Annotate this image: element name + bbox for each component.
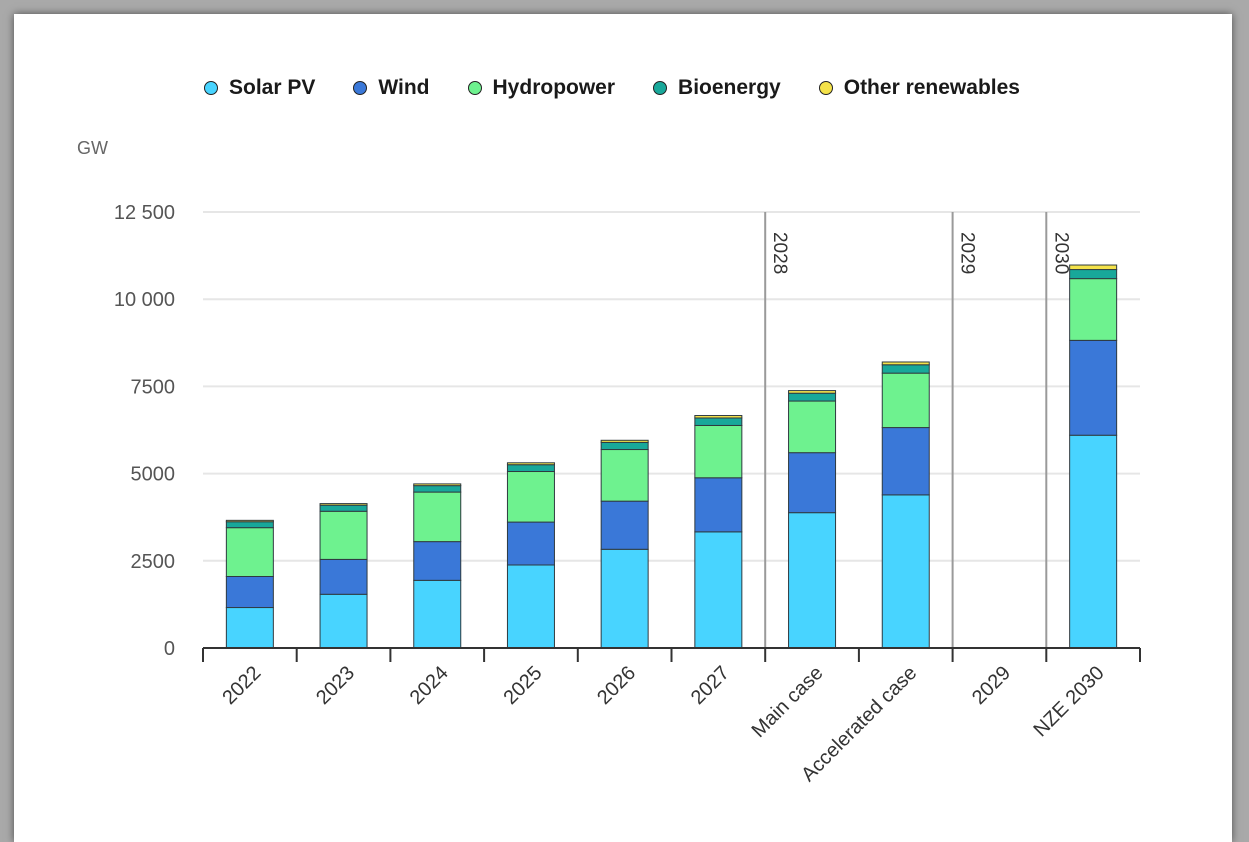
bar-main-case-wind bbox=[788, 452, 837, 514]
bar-2024-other-renewables bbox=[413, 483, 462, 487]
bar-2025-solar-pv bbox=[506, 564, 555, 649]
bar-2026-wind bbox=[600, 500, 649, 550]
bar-nze-2030-other-renewables bbox=[1069, 264, 1118, 271]
x-tick-label-2029: 2029 bbox=[968, 662, 1015, 709]
x-tick-label-nze-2030: NZE 2030 bbox=[1029, 662, 1108, 741]
bar-2025-hydropower bbox=[506, 471, 555, 523]
bar-nze-2030-hydropower bbox=[1069, 278, 1118, 341]
bar-accelerated-case-solar-pv bbox=[881, 494, 930, 649]
y-tick-label-5: 12 500 bbox=[114, 202, 175, 224]
y-tick-label-1: 2500 bbox=[131, 551, 176, 573]
bar-2024-wind bbox=[413, 541, 462, 581]
bar-2024-solar-pv bbox=[413, 579, 462, 649]
bar-2026-bioenergy bbox=[600, 441, 649, 451]
legend-marker-hydropower bbox=[467, 81, 482, 95]
bar-nze-2030-solar-pv bbox=[1069, 434, 1118, 649]
bar-2022-bioenergy bbox=[225, 521, 274, 529]
legend-item-hydropower: Hydropower bbox=[467, 76, 616, 100]
bar-2022-hydropower bbox=[225, 527, 274, 577]
legend: Solar PV Wind Hydropower Bioenergy Other… bbox=[204, 74, 1058, 102]
y-tick-label-2: 5000 bbox=[131, 464, 176, 486]
bar-2026-other-renewables bbox=[600, 439, 649, 443]
bar-2023-wind bbox=[319, 558, 368, 595]
legend-marker-bioenergy bbox=[653, 81, 668, 95]
bar-main-case-solar-pv bbox=[788, 512, 837, 649]
x-tick-label-2024: 2024 bbox=[406, 662, 453, 709]
legend-item-bioenergy: Bioenergy bbox=[653, 76, 781, 100]
y-tick-label-3: 7500 bbox=[131, 376, 176, 398]
bar-2023-hydropower bbox=[319, 510, 368, 560]
bar-2023-solar-pv bbox=[319, 593, 368, 649]
legend-label-wind: Wind bbox=[378, 76, 430, 99]
bar-accelerated-case-other-renewables bbox=[881, 361, 930, 366]
bar-accelerated-case-hydropower bbox=[881, 372, 930, 429]
chart-card: Solar PV Wind Hydropower Bioenergy Other… bbox=[14, 14, 1232, 842]
x-tick-label-2025: 2025 bbox=[499, 662, 546, 709]
legend-item-other-renewables: Other renewables bbox=[818, 76, 1020, 100]
bar-2027-hydropower bbox=[694, 424, 743, 479]
x-tick-label-2026: 2026 bbox=[593, 662, 640, 709]
legend-label-solar-pv: Solar PV bbox=[229, 76, 316, 99]
bar-2025-wind bbox=[506, 521, 555, 566]
x-tick-label-2022: 2022 bbox=[218, 662, 265, 709]
bar-2023-bioenergy bbox=[319, 504, 368, 512]
bar-accelerated-case-wind bbox=[881, 427, 930, 496]
legend-marker-solar-pv bbox=[204, 81, 218, 95]
bar-nze-2030-wind bbox=[1069, 339, 1118, 436]
bar-2027-solar-pv bbox=[694, 531, 743, 649]
legend-label-bioenergy: Bioenergy bbox=[678, 76, 781, 99]
legend-marker-other-renewables bbox=[818, 81, 833, 95]
y-axis-unit-label: GW bbox=[77, 138, 108, 158]
bar-2025-bioenergy bbox=[506, 464, 555, 473]
legend-item-solar-pv: Solar PV bbox=[204, 76, 315, 100]
bar-2027-wind bbox=[694, 477, 743, 533]
x-tick-label-2027: 2027 bbox=[687, 662, 734, 709]
bar-2026-solar-pv bbox=[600, 548, 649, 649]
divider-label-2029: 2029 bbox=[957, 232, 978, 274]
x-tick-label-main-case: Main case bbox=[748, 662, 828, 742]
bar-2027-other-renewables bbox=[694, 415, 743, 419]
legend-marker-wind bbox=[353, 81, 368, 95]
bar-2022-wind bbox=[225, 575, 274, 609]
bar-2024-bioenergy bbox=[413, 485, 462, 493]
divider-label-2030: 2030 bbox=[1050, 232, 1071, 274]
y-tick-label-0: 0 bbox=[164, 638, 175, 660]
bar-main-case-hydropower bbox=[788, 400, 837, 454]
bar-2026-hydropower bbox=[600, 449, 649, 502]
bar-main-case-other-renewables bbox=[788, 390, 837, 394]
bar-2022-other-renewables bbox=[225, 519, 274, 523]
bar-2023-other-renewables bbox=[319, 503, 368, 506]
legend-label-other-renewables: Other renewables bbox=[843, 76, 1020, 99]
x-tick-label-2023: 2023 bbox=[312, 662, 359, 709]
bar-2024-hydropower bbox=[413, 491, 462, 543]
bar-2022-solar-pv bbox=[225, 607, 274, 649]
legend-label-hydropower: Hydropower bbox=[492, 76, 616, 99]
bar-nze-2030-bioenergy bbox=[1069, 269, 1118, 280]
bar-main-case-bioenergy bbox=[788, 392, 837, 402]
y-tick-label-4: 10 000 bbox=[114, 289, 175, 311]
divider-label-2028: 2028 bbox=[769, 232, 790, 274]
legend-item-wind: Wind bbox=[353, 76, 430, 100]
bar-2027-bioenergy bbox=[694, 417, 743, 426]
bar-accelerated-case-bioenergy bbox=[881, 364, 930, 374]
bar-2025-other-renewables bbox=[506, 462, 555, 466]
